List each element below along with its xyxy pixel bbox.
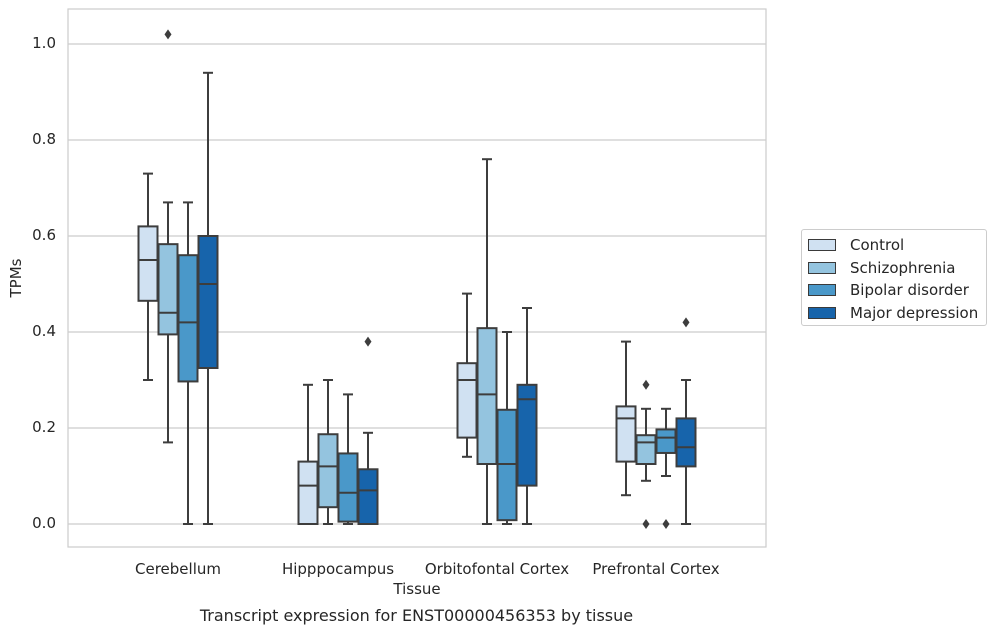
legend-label: Control — [850, 236, 905, 254]
y-tick-label: 0.6 — [32, 226, 56, 244]
chart-title: Transcript expression for ENST0000045635… — [199, 606, 634, 625]
box — [456, 362, 478, 439]
legend-item: Bipolar disorder — [808, 280, 969, 300]
legend-item: Schizophrenia — [808, 258, 955, 278]
box — [516, 383, 538, 487]
y-tick-label: 0.4 — [32, 322, 56, 340]
box-groups — [137, 29, 697, 529]
legend-swatch — [808, 284, 836, 296]
box — [317, 433, 339, 509]
box — [137, 225, 159, 302]
legend-item: Major depression — [808, 303, 978, 323]
outlier-point — [364, 336, 372, 347]
x-axis-label: Tissue — [393, 580, 441, 598]
legend-label: Schizophrenia — [850, 258, 956, 277]
box — [197, 235, 219, 369]
outlier-point — [164, 29, 172, 40]
outlier-point — [662, 519, 670, 529]
outlier-point — [682, 317, 690, 328]
y-tick-label: 0.2 — [32, 418, 56, 436]
legend-label: Major depression — [850, 303, 979, 322]
box — [157, 243, 179, 336]
box — [675, 417, 697, 468]
y-tick-label: 0.8 — [32, 130, 56, 148]
outlier-point — [642, 519, 650, 529]
outlier-point — [642, 379, 650, 390]
legend-label: Bipolar disorder — [850, 281, 969, 299]
legend-swatch — [808, 239, 836, 251]
box — [655, 428, 677, 454]
legend-swatch — [808, 261, 836, 274]
x-tick-label: Orbitofontal Cortex — [424, 560, 570, 578]
y-axis-label: TPMs — [7, 258, 25, 298]
box — [297, 460, 319, 526]
box — [337, 452, 359, 523]
x-tick-label: Cerebellum — [135, 560, 221, 578]
x-tick-label: Hipppocampus — [281, 560, 395, 578]
box — [615, 405, 637, 463]
box — [476, 327, 498, 465]
x-tick-label: Prefrontal Cortex — [592, 560, 720, 578]
box — [635, 434, 657, 466]
legend-item: Control — [808, 235, 904, 255]
y-tick-label: 1.0 — [32, 34, 56, 52]
box — [177, 254, 199, 383]
box — [357, 468, 379, 525]
y-tick-label: 0.0 — [32, 514, 56, 532]
legend-swatch — [808, 306, 836, 319]
legend: Control Schizophrenia Bipolar disorder Majo… — [801, 229, 987, 326]
